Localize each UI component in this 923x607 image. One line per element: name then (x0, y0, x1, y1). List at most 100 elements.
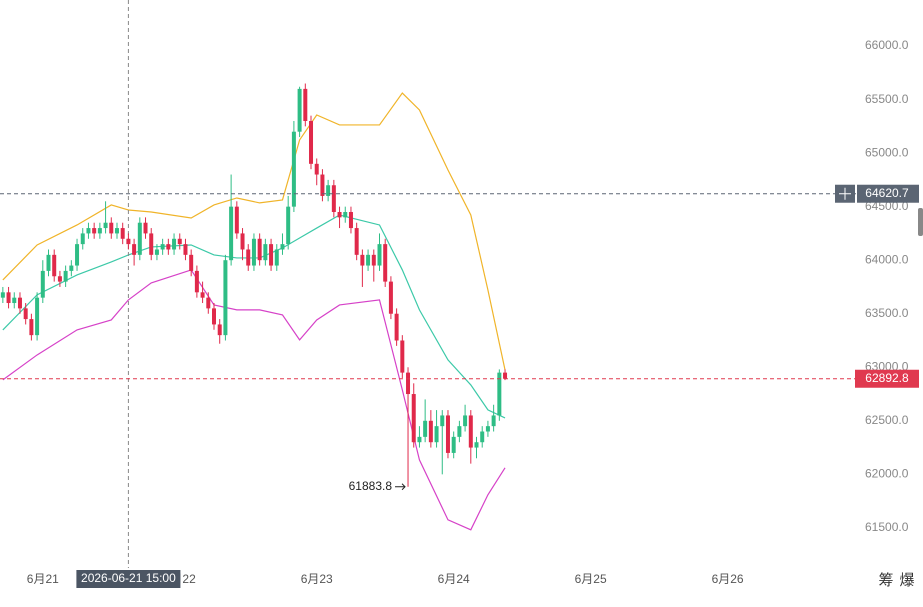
candle-body (263, 244, 268, 261)
low-annotation: 61883.8 (349, 479, 393, 493)
candle-body (463, 415, 468, 427)
candle-body (149, 233, 154, 255)
candle-body (69, 265, 74, 271)
candle-body (314, 163, 319, 175)
toolbar-item[interactable]: 爆 (899, 572, 914, 589)
candle-body (371, 254, 376, 266)
x-tick-label: 6月23 (301, 572, 333, 586)
candle-body (137, 222, 142, 255)
candle-body (411, 394, 416, 443)
candle-body (434, 426, 439, 443)
candle-body (480, 431, 485, 443)
candle-body (354, 228, 359, 255)
candle-body (143, 222, 148, 234)
candle-body (377, 244, 382, 266)
candle-body (23, 308, 28, 320)
candle-body (251, 238, 256, 266)
candle-body (360, 254, 365, 266)
crosshair-label-box (76, 570, 181, 588)
candle-body (92, 228, 97, 234)
candle-body (172, 238, 177, 250)
candle-body (269, 244, 274, 266)
y-tick-label: 66000.0 (865, 38, 909, 52)
candle-body (388, 281, 393, 314)
plus-icon (839, 187, 851, 200)
candle-body (457, 426, 462, 437)
candle-body (206, 297, 211, 309)
candle-body (217, 324, 222, 336)
candle-body (503, 372, 508, 379)
price-label-box (857, 184, 919, 203)
band-line (2, 92, 506, 371)
y-tick-label: 62000.0 (865, 467, 909, 481)
candle-body (428, 420, 433, 443)
candle-body (246, 249, 251, 266)
candle-body (440, 415, 445, 427)
y-tick-label: 63500.0 (865, 306, 909, 320)
candle-body (46, 254, 51, 271)
candle-body (97, 228, 102, 234)
candle-body (57, 276, 62, 282)
crosshair-label: 2026-06-21 15:00 (81, 571, 176, 585)
candle-body (468, 415, 473, 448)
candle-body (491, 415, 496, 427)
candle-body (257, 238, 262, 261)
y-tick-label: 65500.0 (865, 92, 909, 106)
y-tick-label: 62500.0 (865, 413, 909, 427)
candle-body (417, 436, 422, 443)
candle-body (177, 238, 182, 245)
candle-body (12, 297, 17, 304)
candle-body (348, 212, 353, 229)
candle-body (383, 244, 388, 282)
candle-body (309, 120, 314, 164)
candle-body (103, 222, 108, 229)
x-tick-label: 6月21 (27, 572, 59, 586)
candle-body (234, 206, 239, 234)
band-line (2, 269, 506, 531)
candle-body (223, 260, 228, 336)
candle-body (0, 292, 5, 298)
candle-body (154, 249, 159, 255)
candle-body (40, 270, 45, 298)
price-label: 62892.8 (865, 371, 909, 385)
candle-body (497, 372, 502, 416)
candle-body (6, 292, 11, 304)
candle-body (166, 244, 171, 250)
candle-body (394, 313, 399, 341)
candle-body (423, 420, 428, 437)
x-tick-label: 6月25 (575, 572, 607, 586)
scroll-handle[interactable] (918, 208, 923, 236)
candle-body (280, 244, 285, 250)
candle-body (63, 270, 68, 282)
candle-body (35, 297, 40, 336)
candle-body (291, 131, 296, 207)
price-label-box (855, 369, 919, 388)
candle-body (274, 249, 279, 266)
toolbar-item[interactable]: 筹 (878, 572, 893, 589)
candle-body (366, 254, 371, 266)
candle-body (303, 88, 308, 121)
candle-body (212, 308, 216, 325)
price-label: 64620.7 (865, 186, 909, 200)
candle-body (286, 206, 291, 245)
y-tick-label: 61500.0 (865, 520, 909, 534)
candle-body (297, 88, 302, 132)
candle-body (75, 244, 80, 266)
candle-body (451, 436, 456, 453)
candle-body (331, 185, 336, 213)
candle-body (29, 319, 34, 336)
candle-body (320, 174, 325, 196)
x-tick-label: 6月24 (438, 572, 470, 586)
candle-body (114, 228, 119, 234)
y-tick-label: 65000.0 (865, 145, 909, 159)
candle-body (400, 340, 405, 373)
candle-body (86, 228, 91, 234)
candle-body (80, 233, 85, 245)
candle-body (183, 244, 188, 255)
candle-body (240, 233, 245, 250)
x-tick-label: 6月26 (712, 572, 744, 586)
candle-body (343, 212, 348, 218)
candle-body (126, 238, 131, 245)
candle-body (326, 185, 331, 196)
